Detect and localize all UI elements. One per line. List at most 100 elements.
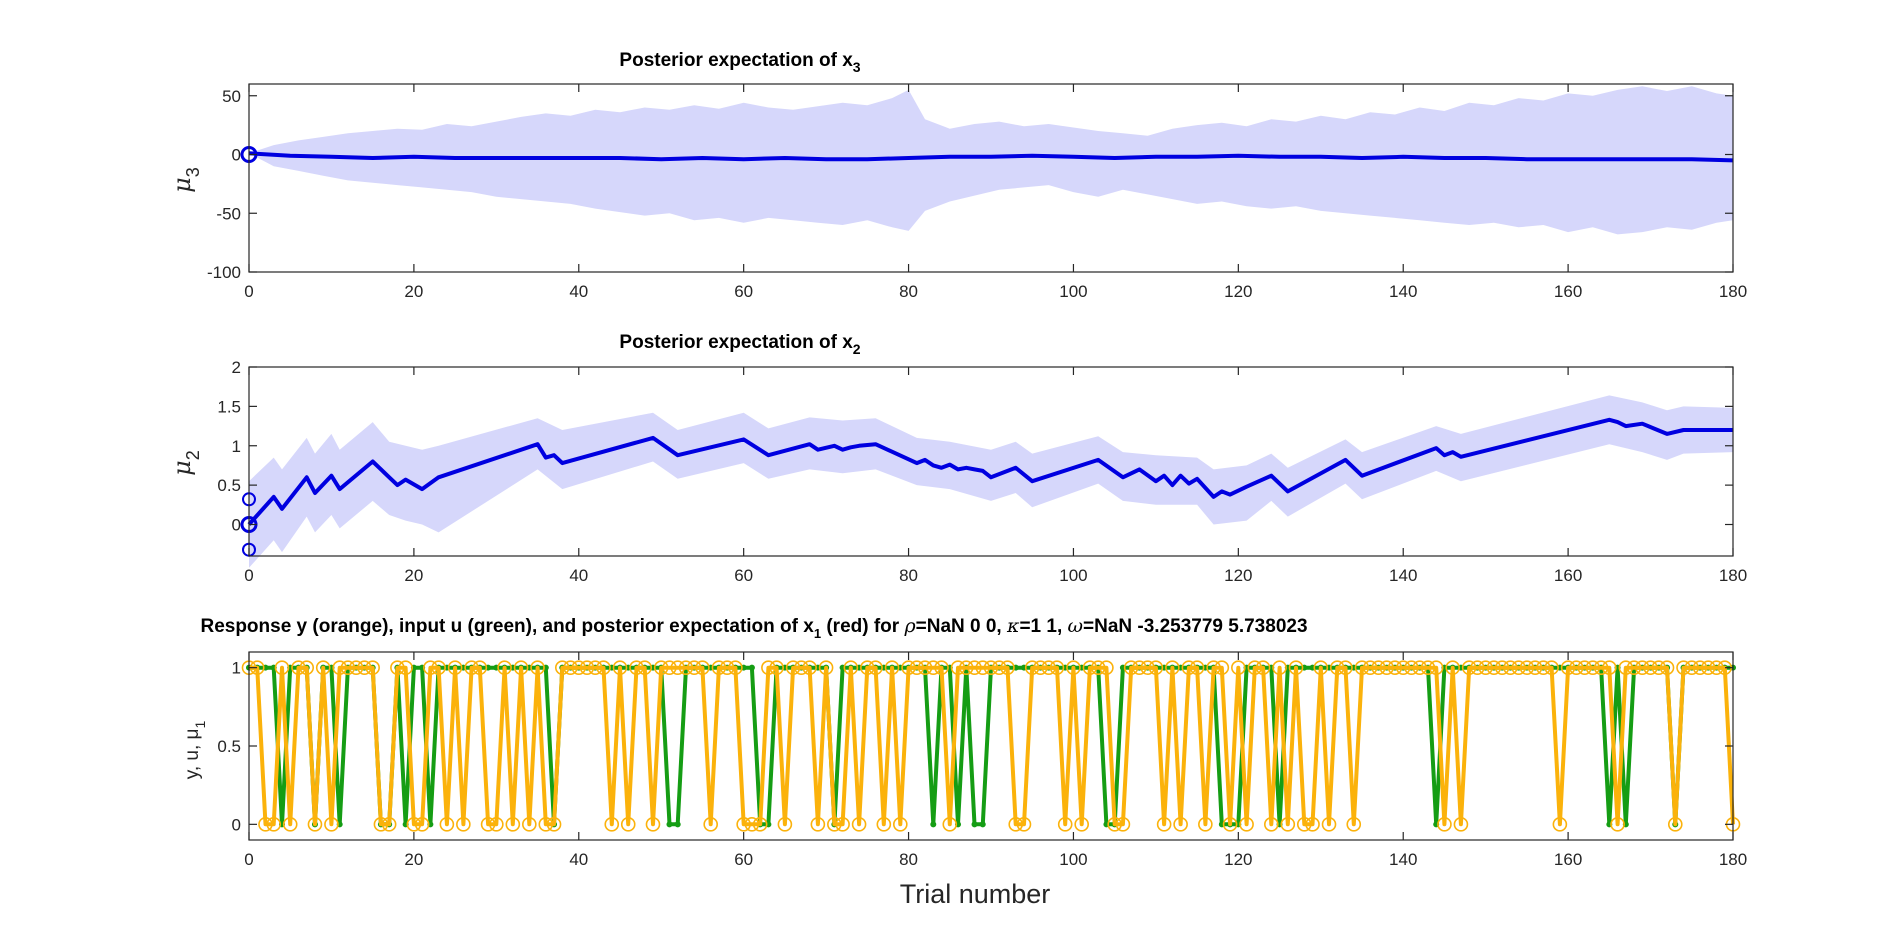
- y-point: [1165, 660, 1180, 675]
- y-point: [843, 660, 859, 675]
- mean-line: [247, 417, 1733, 526]
- y-point: [332, 660, 347, 675]
- y-point: [975, 660, 991, 675]
- y-point: [1544, 660, 1559, 675]
- y-point: [423, 660, 438, 675]
- y-point: [1692, 660, 1708, 675]
- y-point: [612, 660, 628, 675]
- series-y: [241, 660, 1741, 832]
- y-point: [860, 660, 875, 675]
- y-point: [587, 660, 603, 675]
- y-point: [1478, 660, 1493, 675]
- y-point: [1602, 660, 1617, 675]
- y-point: [1643, 660, 1658, 675]
- y-point: [1132, 660, 1147, 675]
- y-point: [1676, 660, 1691, 675]
- y-point: [365, 660, 380, 675]
- y-point: [456, 817, 471, 832]
- y-tick-label: 1: [232, 659, 241, 678]
- y-point: [1313, 660, 1329, 675]
- y-point: [703, 817, 718, 832]
- y-point: [1379, 660, 1395, 675]
- y-point: [1395, 660, 1411, 675]
- y-point: [1461, 660, 1477, 675]
- y-point: [653, 660, 669, 675]
- y-point: [1428, 660, 1444, 675]
- y-point: [414, 817, 430, 832]
- uncertainty-band: [249, 395, 1733, 568]
- y-point: [934, 660, 949, 675]
- x-tick-label: 80: [899, 566, 918, 585]
- y-point: [1140, 660, 1155, 675]
- axes-box: [248, 83, 1734, 273]
- y-point: [1082, 660, 1098, 675]
- y-point: [1231, 660, 1246, 675]
- y-point: [794, 660, 809, 675]
- y-point: [1115, 817, 1131, 832]
- y-point: [620, 817, 636, 832]
- x-tick-label: 60: [734, 850, 753, 869]
- y-point: [645, 817, 661, 832]
- panel-x3-ylabel: μ3: [168, 167, 203, 193]
- y-point: [299, 660, 315, 675]
- y-point: [868, 660, 883, 675]
- x-tick-label: 180: [1719, 566, 1747, 585]
- axes-box: [248, 366, 1734, 557]
- y-point: [1198, 817, 1213, 832]
- panel-x1-ylabel: y, u, μ1: [182, 721, 208, 780]
- y-point: [1412, 660, 1428, 675]
- panel-x2: Posterior expectation of x2 μ2 0 20 40 60 80…: [168, 332, 1747, 585]
- y-point: [810, 817, 826, 832]
- y-point: [604, 817, 620, 832]
- y-point: [1371, 660, 1386, 675]
- y-point: [1610, 817, 1625, 832]
- y-point: [761, 660, 776, 675]
- y-point: [571, 660, 587, 675]
- y-point: [431, 660, 446, 675]
- y-tick-label: 50: [222, 87, 241, 106]
- y-point: [307, 817, 323, 832]
- y-point: [1667, 817, 1683, 832]
- y-point: [1189, 660, 1205, 675]
- y-point: [893, 817, 908, 832]
- y-point: [1519, 660, 1535, 675]
- y-point: [1354, 660, 1370, 675]
- panel-x3: Posterior expectation of x3 μ3 0 20 40 60 80…: [168, 50, 1747, 301]
- y-point: [406, 817, 422, 832]
- y-point: [472, 660, 488, 675]
- plot-layer: [240, 395, 1733, 568]
- y-point: [711, 660, 727, 675]
- y-point: [991, 660, 1007, 675]
- x-tick-label: 120: [1224, 850, 1252, 869]
- y-point: [785, 660, 801, 675]
- y-tick-label: 2: [232, 358, 241, 377]
- y-point: [579, 660, 595, 675]
- y-point: [1024, 660, 1040, 675]
- y-point: [851, 817, 867, 832]
- y-line: [249, 665, 1735, 827]
- y-point: [827, 817, 842, 832]
- y-point: [1090, 660, 1106, 675]
- y-point: [1329, 660, 1345, 675]
- y-point: [1123, 660, 1139, 675]
- y-point: [513, 660, 529, 675]
- y-tick-label: -100: [207, 263, 241, 282]
- y-point: [258, 817, 273, 832]
- y-point: [1156, 817, 1172, 832]
- panel-x1: Response y (orange), input u (green), an…: [182, 615, 1747, 869]
- y-point: [695, 660, 710, 675]
- y-point: [1049, 660, 1065, 675]
- y-tick-label: 1.5: [217, 397, 241, 416]
- x-tick-label: 0: [244, 282, 253, 301]
- y-point: [1016, 817, 1032, 832]
- y-point: [670, 660, 686, 675]
- y-point: [266, 817, 282, 832]
- x-tick-label: 0: [244, 850, 253, 869]
- y-point: [390, 660, 405, 675]
- x-tick-label: 140: [1389, 850, 1417, 869]
- panel-x2-ylabel: μ2: [168, 450, 203, 476]
- y-point: [736, 817, 751, 832]
- y-point: [497, 660, 512, 675]
- y-tick-label: 0: [232, 815, 241, 834]
- y-point: [357, 660, 372, 675]
